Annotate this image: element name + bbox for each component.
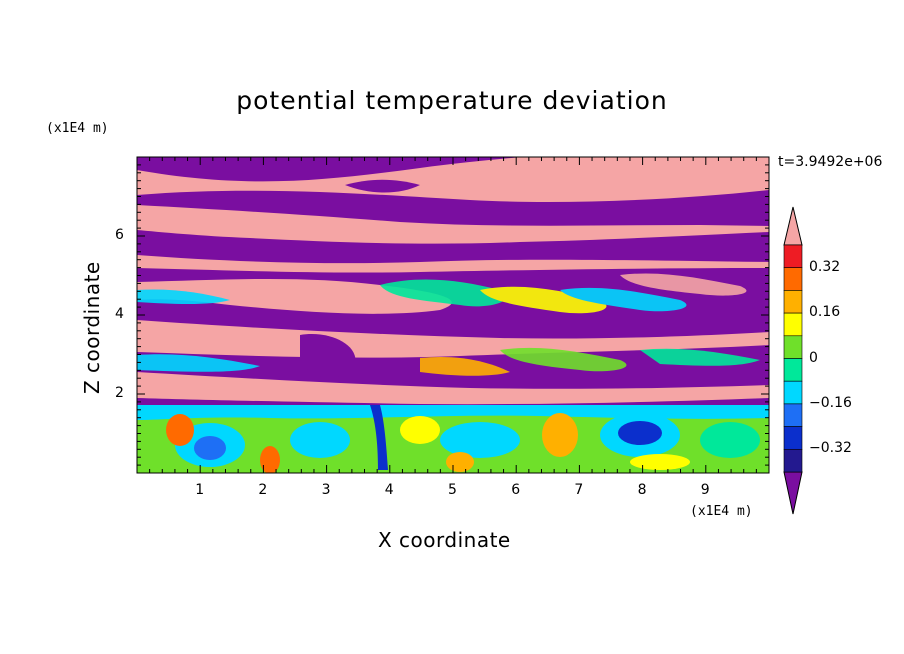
x-tick-label: 5 bbox=[448, 482, 457, 498]
colorbar-segment bbox=[783, 403, 803, 427]
x-tick-label: 8 bbox=[637, 482, 647, 498]
colorbar-bottom-arrow bbox=[783, 471, 803, 515]
x-tick-label: 1 bbox=[195, 482, 205, 498]
colorbar-top-arrow bbox=[783, 206, 803, 246]
chart-title: potential temperature deviation bbox=[236, 86, 668, 115]
time-label: t=3.9492e+06 bbox=[778, 154, 883, 170]
heatmap-field bbox=[137, 157, 769, 473]
y-axis-title: Z coordinate bbox=[80, 261, 104, 394]
colorbar-segment bbox=[783, 358, 803, 382]
colorbar-tick-label: 0.32 bbox=[809, 258, 841, 275]
y-unit-label: (x1E4 m) bbox=[46, 121, 109, 136]
colorbar-tick-label: 0 bbox=[809, 349, 818, 366]
colorbar-segment bbox=[783, 267, 803, 291]
colorbar-segment bbox=[783, 335, 803, 359]
y-tick-label: 6 bbox=[115, 227, 124, 243]
colorbar-segment bbox=[783, 426, 803, 450]
y-tick-label: 2 bbox=[115, 385, 124, 401]
x-axis-title: X coordinate bbox=[378, 528, 511, 552]
colorbar-segment bbox=[783, 448, 803, 473]
x-tick-label: 4 bbox=[384, 482, 394, 498]
colorbar-tick-label: −0.32 bbox=[809, 440, 852, 457]
colorbar-segment bbox=[783, 244, 803, 269]
colorbar-segment bbox=[783, 290, 803, 314]
colorbar-tick-label: 0.16 bbox=[809, 304, 841, 321]
colorbar-segment bbox=[783, 380, 803, 405]
x-tick-label: 3 bbox=[321, 482, 331, 498]
x-tick-label: 2 bbox=[258, 482, 268, 498]
y-tick-label: 4 bbox=[115, 306, 124, 322]
x-tick-label: 9 bbox=[700, 482, 710, 498]
x-tick-label: 7 bbox=[574, 482, 584, 498]
colorbar-tick-label: −0.16 bbox=[809, 394, 852, 411]
x-unit-label: (x1E4 m) bbox=[690, 504, 753, 519]
x-tick-label: 6 bbox=[511, 482, 521, 498]
colorbar-segment bbox=[783, 312, 803, 337]
colorbar bbox=[783, 206, 803, 515]
